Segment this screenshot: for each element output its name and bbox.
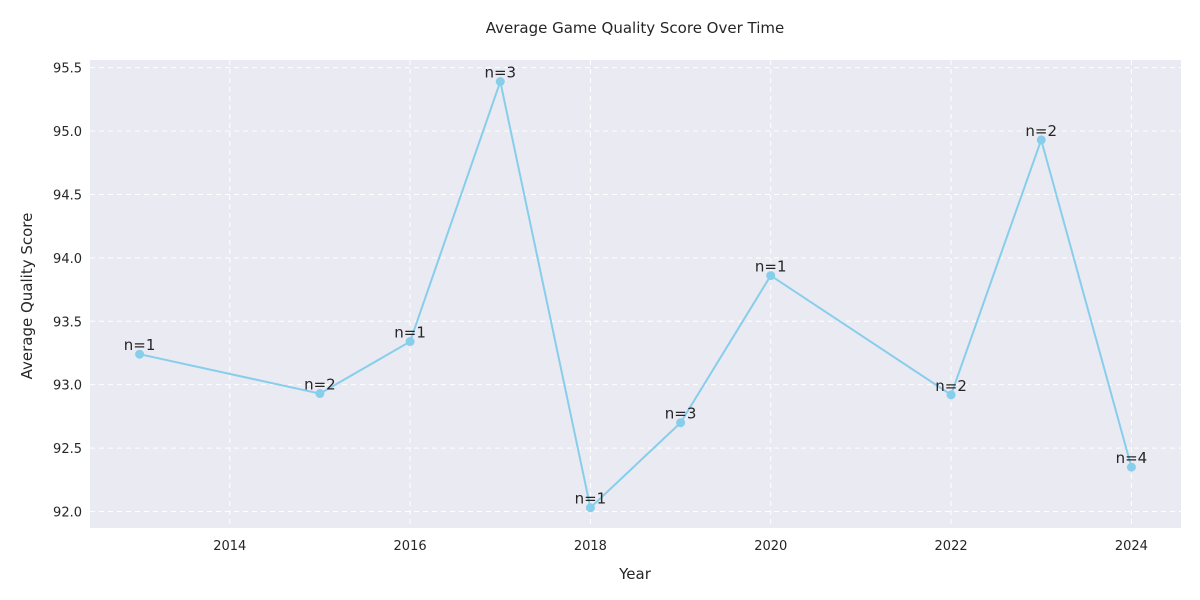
data-point	[315, 389, 325, 399]
data-points	[135, 77, 1136, 513]
data-point	[946, 390, 956, 400]
data-label: n=1	[394, 324, 426, 342]
data-label: n=1	[575, 490, 607, 508]
y-tick-label: 92.5	[53, 442, 82, 457]
data-point	[1126, 462, 1136, 472]
data-label: n=2	[1025, 122, 1057, 140]
series-line	[139, 77, 1133, 510]
tick-labels: 2014 2016 2018 2020 2022 2024 92.0 92.5 93.0 93.5…	[53, 62, 1148, 554]
data-point	[1036, 135, 1046, 145]
y-tick-label: 92.0	[53, 506, 82, 521]
y-tick-label: 95.0	[53, 125, 82, 140]
data-point	[676, 418, 686, 428]
x-axis-label: Year	[618, 565, 652, 583]
data-label: n=2	[304, 376, 336, 394]
y-tick-label: 93.5	[53, 315, 82, 330]
x-tick-label: 2024	[1115, 539, 1148, 554]
y-tick-label: 94.5	[53, 188, 82, 203]
data-label: n=1	[755, 258, 787, 276]
data-point	[766, 271, 776, 281]
x-tick-label: 2016	[394, 539, 427, 554]
y-tick-label: 94.0	[53, 252, 82, 267]
plot-area	[90, 60, 1181, 528]
y-axis-label: Average Quality Score	[18, 213, 36, 380]
y-tick-label: 95.5	[53, 62, 82, 77]
data-label: n=3	[665, 405, 697, 423]
x-tick-label: 2022	[935, 539, 968, 554]
data-point	[585, 503, 595, 513]
data-label: n=2	[935, 377, 967, 395]
data-point	[405, 337, 415, 347]
grid	[90, 60, 1181, 528]
data-point	[495, 77, 505, 87]
x-tick-label: 2020	[754, 539, 787, 554]
data-point	[135, 349, 145, 359]
x-tick-label: 2018	[574, 539, 607, 554]
chart-title: Average Game Quality Score Over Time	[486, 19, 785, 37]
data-label: n=3	[484, 64, 516, 82]
data-label: n=1	[124, 336, 156, 354]
point-labels: n=1 n=2 n=1 n=3 n=1 n=3 n=1 n=2 n=2 n=4	[124, 64, 1147, 508]
y-tick-label: 93.0	[53, 379, 82, 394]
x-tick-label: 2014	[213, 539, 246, 554]
data-label: n=4	[1116, 449, 1148, 467]
